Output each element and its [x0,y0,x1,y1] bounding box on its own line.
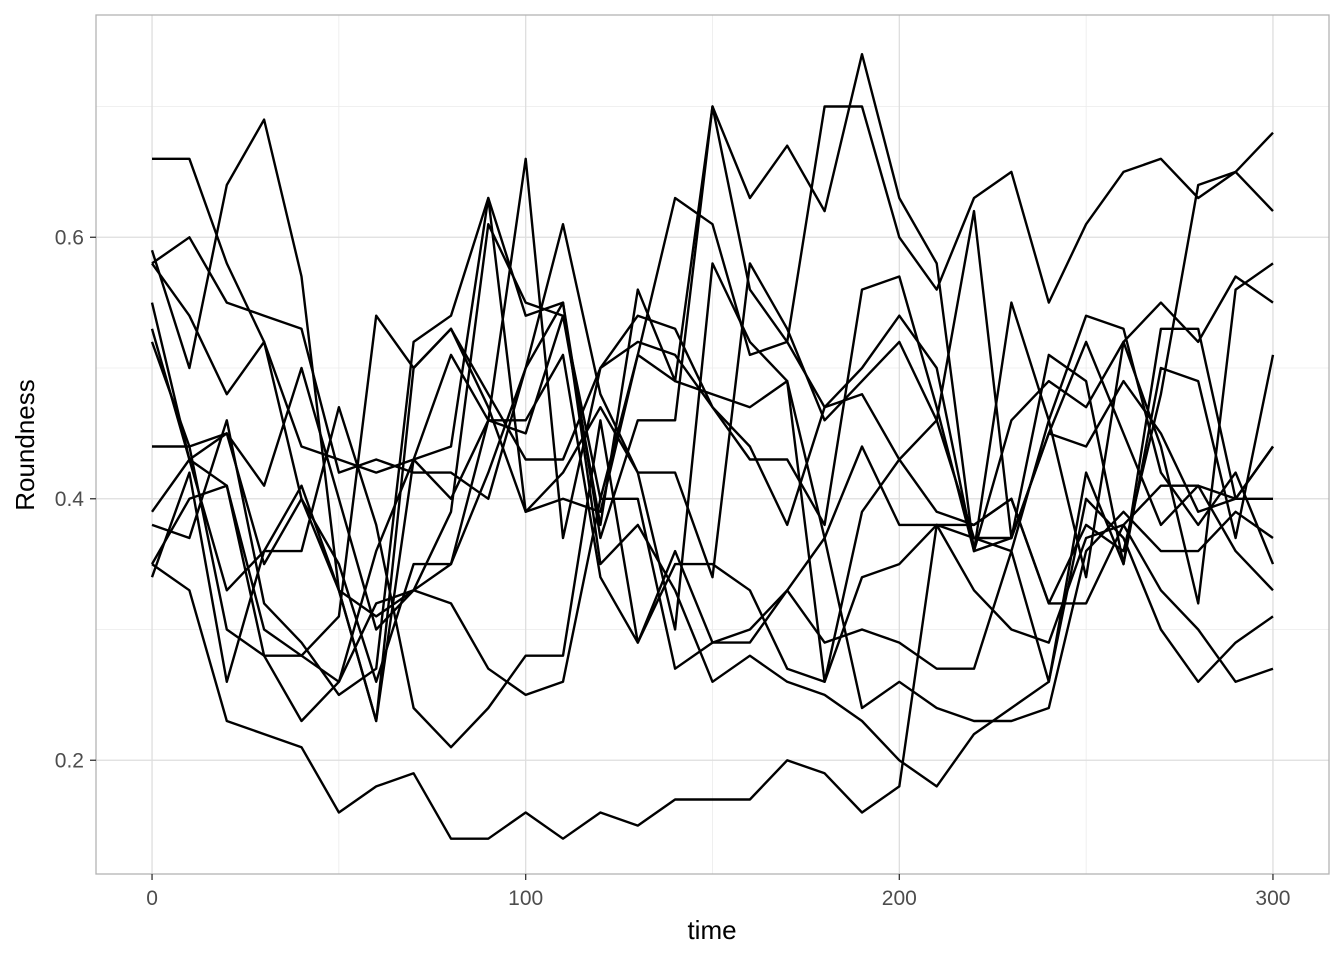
series-line-7 [152,288,1273,683]
x-tick-label: 100 [508,887,543,910]
x-tick-label: 0 [146,887,158,910]
panel-border [95,14,1330,875]
x-axis-ticks: 0 100 200 300 [146,874,1290,910]
y-tick-label: 0.6 [55,226,84,249]
series-line-10 [150,406,1274,749]
y-axis-ticks: 0.2 0.4 0.6 [55,226,96,772]
x-axis-title: time [687,915,736,945]
x-tick-label: 200 [882,887,917,910]
series-line-8 [151,131,1274,840]
series-line-9 [151,196,1274,788]
y-tick-label: 0.4 [55,488,85,511]
series-line-5 [150,301,1275,657]
series-line-13 [151,105,1274,566]
x-tick-label: 300 [1255,887,1290,910]
series-line-12 [150,484,1274,723]
series-line-6 [150,222,1274,683]
series-lines [150,53,1275,840]
y-axis-title: Roundness [10,379,40,511]
y-tick-label: 0.2 [55,749,84,772]
